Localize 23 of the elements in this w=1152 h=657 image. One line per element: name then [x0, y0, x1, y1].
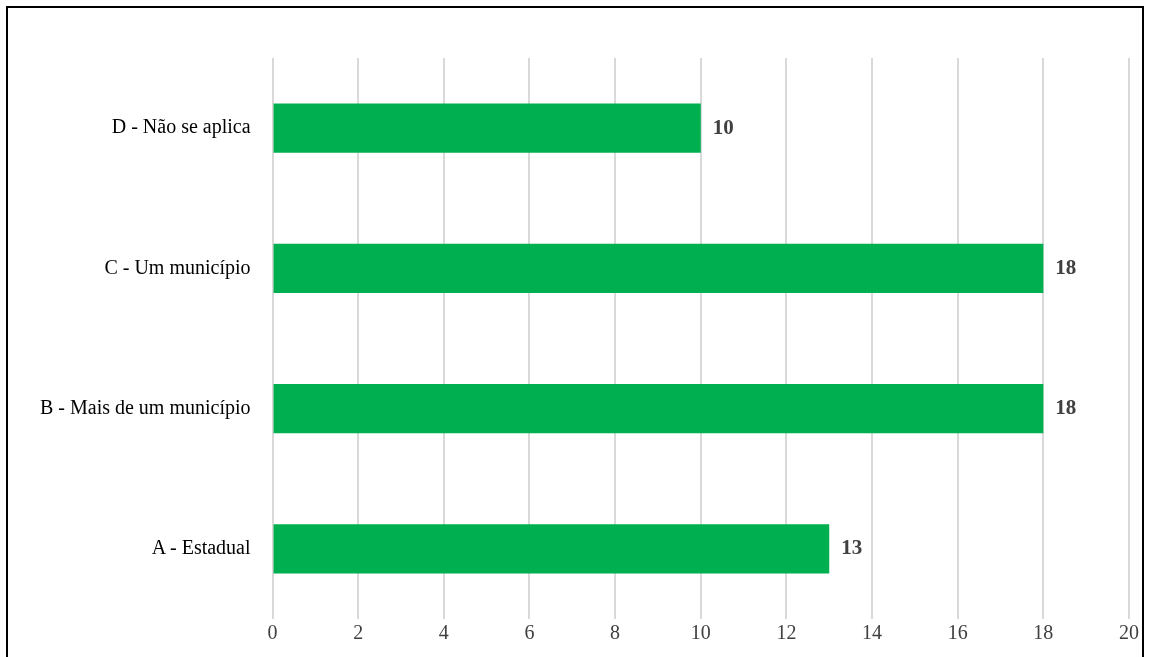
y-tick-label: A - Estadual	[151, 536, 251, 559]
x-tick-label: 12	[776, 621, 797, 644]
x-tick-label: 8	[610, 621, 621, 644]
data-label: 18	[1055, 254, 1077, 279]
x-tick-label: 20	[1119, 621, 1139, 644]
x-tick-label: 16	[947, 621, 968, 644]
bar	[273, 243, 1044, 293]
bar	[273, 103, 701, 153]
x-tick-label: 2	[353, 621, 364, 644]
bar	[273, 524, 830, 574]
x-tick-label: 0	[267, 621, 278, 644]
data-label: 10	[712, 114, 734, 139]
bar	[273, 384, 1044, 434]
y-tick-label: D - Não se aplica	[111, 115, 251, 139]
y-tick-label: B - Mais de um município	[39, 395, 251, 419]
x-tick-label: 4	[438, 621, 449, 644]
x-tick-label: 6	[524, 621, 535, 644]
x-tick-label: 10	[690, 621, 711, 644]
data-label: 13	[841, 535, 863, 560]
x-tick-label: 14	[862, 621, 883, 644]
y-tick-label: C - Um município	[104, 255, 251, 279]
data-label: 18	[1055, 395, 1077, 420]
x-tick-label: 18	[1033, 621, 1054, 644]
